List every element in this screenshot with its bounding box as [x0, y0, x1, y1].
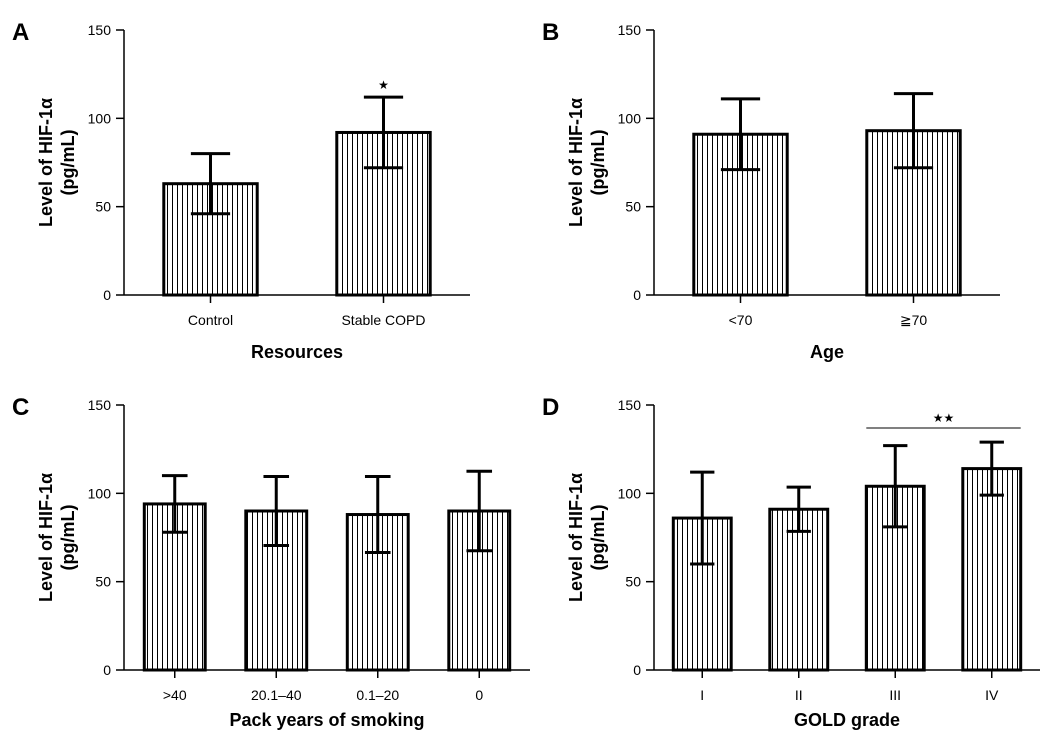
x-axis-title: Pack years of smoking [229, 710, 424, 730]
y-tick-label: 50 [95, 199, 111, 215]
panel-b: B 0 50 100 150 Level of HIF-1α (pg/mL) <70 ≧70 Ag… [542, 19, 1000, 362]
y-tick-label: 100 [88, 110, 112, 126]
x-tick-label: >40 [163, 687, 187, 703]
x-tick-label: <70 [729, 312, 753, 328]
x-axis-title: Age [810, 342, 844, 362]
panel-letter: D [542, 394, 559, 421]
panel-letter: C [12, 394, 29, 421]
x-tick-label: II [795, 687, 803, 703]
y-tick-label: 100 [618, 485, 642, 501]
x-tick-label: ≧70 [900, 312, 928, 328]
x-tick-label: I [700, 687, 704, 703]
y-tick-label: 150 [88, 397, 112, 413]
bar-4 [961, 467, 1023, 672]
panel-letter: B [542, 19, 559, 46]
panel-letter: A [12, 19, 29, 46]
x-tick-label: 0 [475, 687, 483, 703]
y-tick-label: 0 [633, 662, 641, 678]
panel-a: A 0 50 100 150 Level of HIF-1α (pg/mL) Control S… [12, 19, 470, 362]
x-tick-label: III [889, 687, 901, 703]
y-tick-label: 150 [618, 397, 642, 413]
bar-2 [768, 507, 830, 672]
y-tick-label: 150 [88, 22, 112, 38]
y-tick-label: 100 [88, 485, 112, 501]
significance-marker: ★ [378, 78, 389, 92]
x-tick-label: IV [985, 687, 999, 703]
y-tick-label: 50 [625, 199, 641, 215]
y-axis-label: Level of HIF-1α (pg/mL) [566, 98, 608, 227]
y-tick-label: 0 [103, 287, 111, 303]
panel-c: C 0 50 100 150 Level of HIF-1α (pg/mL) >40 20.1–… [12, 394, 530, 730]
y-tick-label: 0 [103, 662, 111, 678]
y-axis-label: Level of HIF-1α (pg/mL) [566, 473, 608, 602]
y-tick-label: 50 [625, 574, 641, 590]
x-tick-label: 0.1–20 [356, 687, 399, 703]
x-tick-label: Stable COPD [341, 312, 425, 328]
x-axis-title: Resources [251, 342, 343, 362]
significance-marker: ★★ [933, 411, 955, 425]
y-tick-label: 0 [633, 287, 641, 303]
y-axis-label: Level of HIF-1α (pg/mL) [36, 473, 78, 602]
y-tick-label: 150 [618, 22, 642, 38]
y-tick-label: 50 [95, 574, 111, 590]
x-axis-title: GOLD grade [794, 710, 900, 730]
y-axis-label: Level of HIF-1α (pg/mL) [36, 98, 78, 227]
x-tick-label: Control [188, 312, 233, 328]
y-tick-label: 100 [618, 110, 642, 126]
x-tick-label: 20.1–40 [251, 687, 302, 703]
